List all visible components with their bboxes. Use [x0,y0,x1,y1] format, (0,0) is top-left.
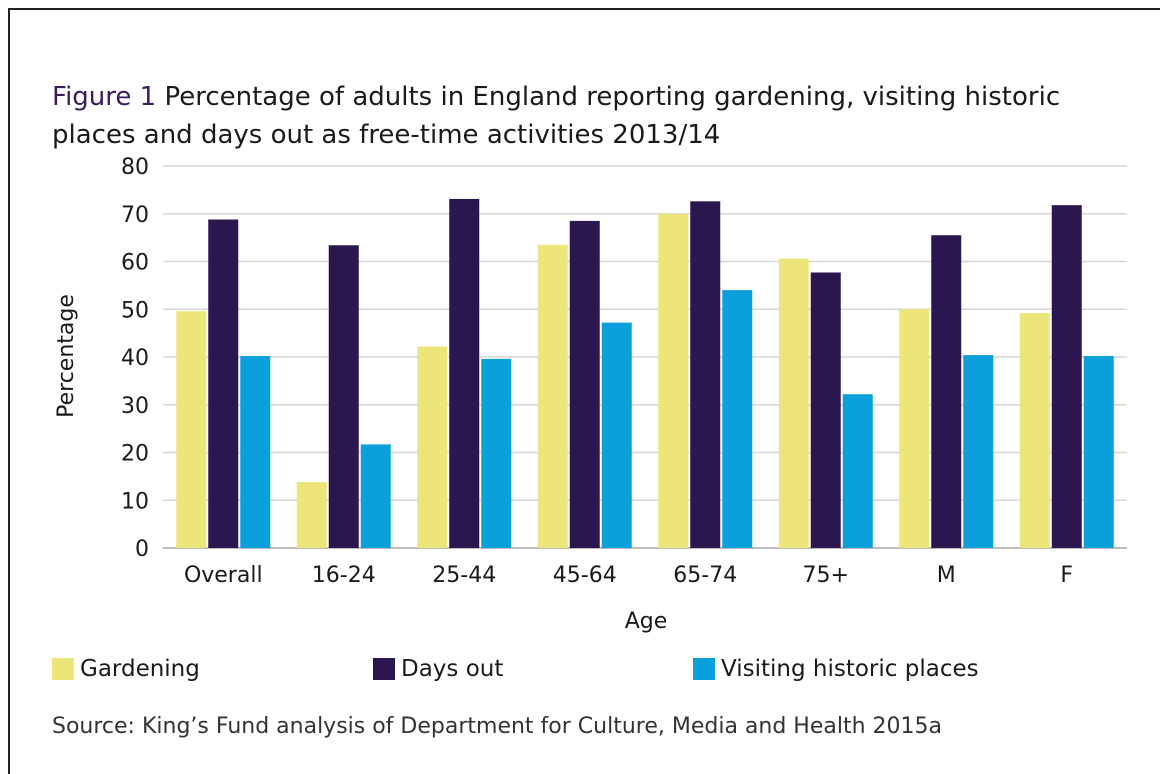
y-tick-label: 60 [121,251,149,276]
bar-gardening-65-74 [658,213,689,548]
x-tick-label: M [937,563,956,588]
legend-item-visiting-historic-places: Visiting historic places [693,654,979,684]
bar-gardening-75plus [778,258,809,548]
bar-days-out-f [1051,205,1082,548]
x-tick-label: 65-74 [673,563,737,588]
bar-gardening-overall [176,311,207,548]
figure-title-text: Percentage of adults in England reportin… [52,82,1061,150]
bar-days-out-m [931,235,962,549]
x-tick-label: F [1060,563,1073,588]
y-tick-label: 10 [121,489,149,514]
bar-visiting-historic-places-65-74 [722,290,753,548]
y-tick-labels: 0 10 20 30 40 50 60 70 80 [121,155,149,562]
source-note: Source: King’s Fund analysis of Departme… [52,714,943,739]
bar-days-out-overall [208,219,239,549]
legend-label: Days out [401,656,504,682]
bar-visiting-historic-places-m [963,355,994,548]
x-tick-label: Overall [184,563,263,588]
y-tick-label: 70 [121,203,149,228]
bar-days-out-65-74 [690,201,721,548]
figure-label: Figure 1 [52,82,157,112]
x-tick-label: 75+ [803,563,849,588]
x-axis-label: Age [625,609,668,634]
y-tick-label: 30 [121,394,149,419]
x-tick-label: 16-24 [312,563,376,588]
bar-gardening-f [1019,313,1050,548]
legend-swatch [693,658,715,680]
bar-visiting-historic-places-f [1083,356,1114,548]
x-tick-label: 45-64 [553,563,617,588]
bar-visiting-historic-places-overall [240,356,271,548]
bar-visiting-historic-places-25-44 [481,358,512,548]
legend-swatch [52,658,74,680]
bar-gardening-16-24 [296,482,327,548]
bar-visiting-historic-places-16-24 [360,444,391,548]
legend-swatch [373,658,395,680]
legend-label: Gardening [80,656,200,682]
legend-label: Visiting historic places [721,656,979,682]
bar-days-out-45-64 [569,220,600,548]
legend-item-gardening: Gardening [52,654,200,684]
legend-item-days-out: Days out [373,654,503,684]
x-tick-label: 25-44 [432,563,496,588]
bar-gardening-m [899,309,930,548]
bar-gardening-45-64 [537,244,568,548]
y-tick-label: 0 [135,537,149,562]
bar-days-out-16-24 [328,245,359,548]
y-tick-label: 80 [121,155,149,180]
bar-visiting-historic-places-45-64 [601,322,632,548]
y-axis-label: Percentage [54,294,79,418]
y-tick-label: 50 [121,298,149,323]
y-tick-label: 40 [121,346,149,371]
bar-gardening-25-44 [417,346,448,548]
x-tick-labels: Overall 16-24 25-44 45-64 65-74 75+ M F [184,563,1073,588]
bar-visiting-historic-places-75plus [842,394,873,548]
figure-title: Figure 1 Percentage of adults in England… [52,78,1142,154]
bar-days-out-75plus [810,272,841,548]
bars [176,198,1114,549]
bar-chart: 0 10 20 30 40 50 60 70 80 Overall 16-24 25-44 45-64… [54,155,1127,634]
bar-days-out-25-44 [449,198,480,548]
y-tick-label: 20 [121,442,149,467]
